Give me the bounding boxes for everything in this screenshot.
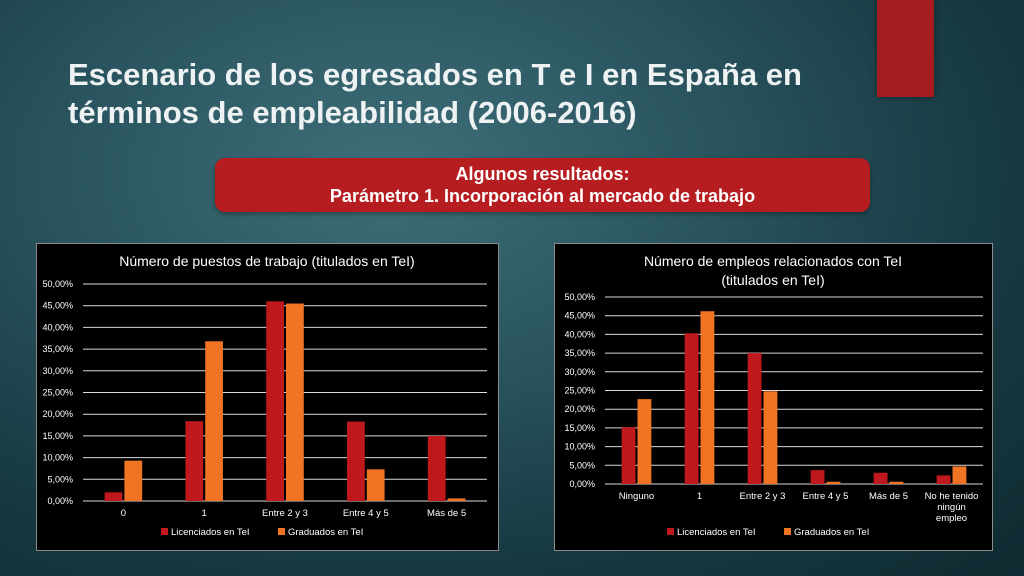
x-tick-label: ningún: [937, 502, 966, 513]
bar-graduados: [124, 460, 143, 501]
x-tick-label: Entre 2 y 3: [740, 491, 786, 502]
bar-licenciados: [104, 492, 123, 501]
subtitle-line2: Parámetro 1. Incorporación al mercado de…: [329, 186, 756, 206]
bar-licenciados: [873, 472, 888, 484]
y-tick-label: 30,00%: [564, 367, 595, 377]
bar-graduados: [700, 311, 715, 484]
bar-licenciados: [621, 427, 636, 484]
y-tick-label: 0,00%: [569, 479, 595, 489]
bar-licenciados: [427, 435, 446, 501]
bar-graduados: [366, 469, 385, 501]
bar-licenciados: [684, 333, 699, 484]
accent-bar: [877, 0, 934, 97]
y-tick-label: 30,00%: [42, 366, 73, 376]
bar-licenciados: [185, 421, 204, 501]
y-tick-label: 45,00%: [564, 311, 595, 321]
legend-label: Licenciados en TeI: [171, 527, 250, 538]
bar-licenciados: [810, 470, 825, 484]
bar-graduados: [637, 399, 652, 484]
y-tick-label: 10,00%: [564, 442, 595, 452]
y-tick-label: 20,00%: [42, 409, 73, 419]
chart-empleos-relacionados: Número de empleos relacionados con TeI (t…: [564, 253, 983, 538]
bar-licenciados: [347, 421, 365, 501]
x-tick-label: Más de 5: [427, 508, 466, 519]
y-tick-label: 5,00%: [47, 474, 73, 484]
x-tick-label: Entre 4 y 5: [343, 508, 389, 519]
y-tick-label: 50,00%: [564, 292, 595, 302]
bar-licenciados: [266, 301, 284, 501]
chart-title: Número de puestos de trabajo (titulados …: [119, 253, 414, 269]
y-tick-label: 35,00%: [564, 348, 595, 358]
bar-graduados: [447, 498, 466, 501]
bar-graduados: [952, 466, 967, 484]
slide-title-line2: términos de empleabilidad (2006-2016): [68, 95, 637, 130]
legend-label: Licenciados en TeI: [677, 527, 756, 538]
y-tick-label: 25,00%: [42, 388, 73, 398]
bar-graduados: [286, 303, 304, 501]
x-tick-label: empleo: [936, 513, 967, 524]
x-tick-label: 0: [121, 508, 126, 519]
chart-panel-puestos: Número de puestos de trabajo (titulados …: [36, 243, 499, 551]
bar-licenciados: [936, 475, 951, 484]
y-tick-label: 15,00%: [564, 423, 595, 433]
y-tick-label: 40,00%: [42, 322, 73, 332]
y-tick-label: 5,00%: [569, 460, 595, 470]
bar-graduados: [826, 481, 841, 484]
legend-label: Graduados en TeI: [288, 527, 363, 538]
chart-title: Número de empleos relacionados con TeI: [644, 253, 902, 269]
chart-title: (titulados en TeI): [721, 272, 824, 288]
subtitle-line1: Algunos resultados:: [455, 164, 630, 184]
y-tick-label: 45,00%: [42, 301, 73, 311]
bar-licenciados: [747, 353, 762, 484]
x-tick-label: Más de 5: [869, 491, 908, 502]
chart-panel-empleos: Número de empleos relacionados con TeI (t…: [554, 243, 993, 551]
bar-graduados: [889, 481, 904, 484]
x-tick-label: 1: [202, 508, 207, 519]
x-tick-label: Entre 2 y 3: [262, 508, 308, 519]
y-tick-label: 35,00%: [42, 344, 73, 354]
chart-puestos-de-trabajo: Número de puestos de trabajo (titulados …: [42, 253, 487, 538]
legend-swatch: [784, 528, 791, 535]
y-tick-label: 25,00%: [564, 386, 595, 396]
bar-graduados: [763, 391, 778, 484]
legend-swatch: [278, 528, 285, 535]
x-tick-label: Entre 4 y 5: [803, 491, 849, 502]
y-tick-label: 40,00%: [564, 329, 595, 339]
bar-graduados: [205, 341, 223, 501]
y-tick-label: 15,00%: [42, 431, 73, 441]
y-tick-label: 10,00%: [42, 453, 73, 463]
y-tick-label: 20,00%: [564, 404, 595, 414]
slide-title: Escenario de los egresados en T e I en E…: [68, 56, 908, 132]
x-tick-label: No he tenido: [925, 491, 979, 502]
legend-swatch: [667, 528, 674, 535]
legend-label: Graduados en TeI: [794, 527, 869, 538]
y-tick-label: 50,00%: [42, 279, 73, 289]
subtitle-box: Algunos resultados: Parámetro 1. Incorpo…: [215, 158, 870, 212]
legend-swatch: [161, 528, 168, 535]
slide-title-line1: Escenario de los egresados en T e I en E…: [68, 57, 802, 92]
y-tick-label: 0,00%: [47, 496, 73, 506]
x-tick-label: 1: [697, 491, 702, 502]
x-tick-label: Ninguno: [619, 491, 654, 502]
